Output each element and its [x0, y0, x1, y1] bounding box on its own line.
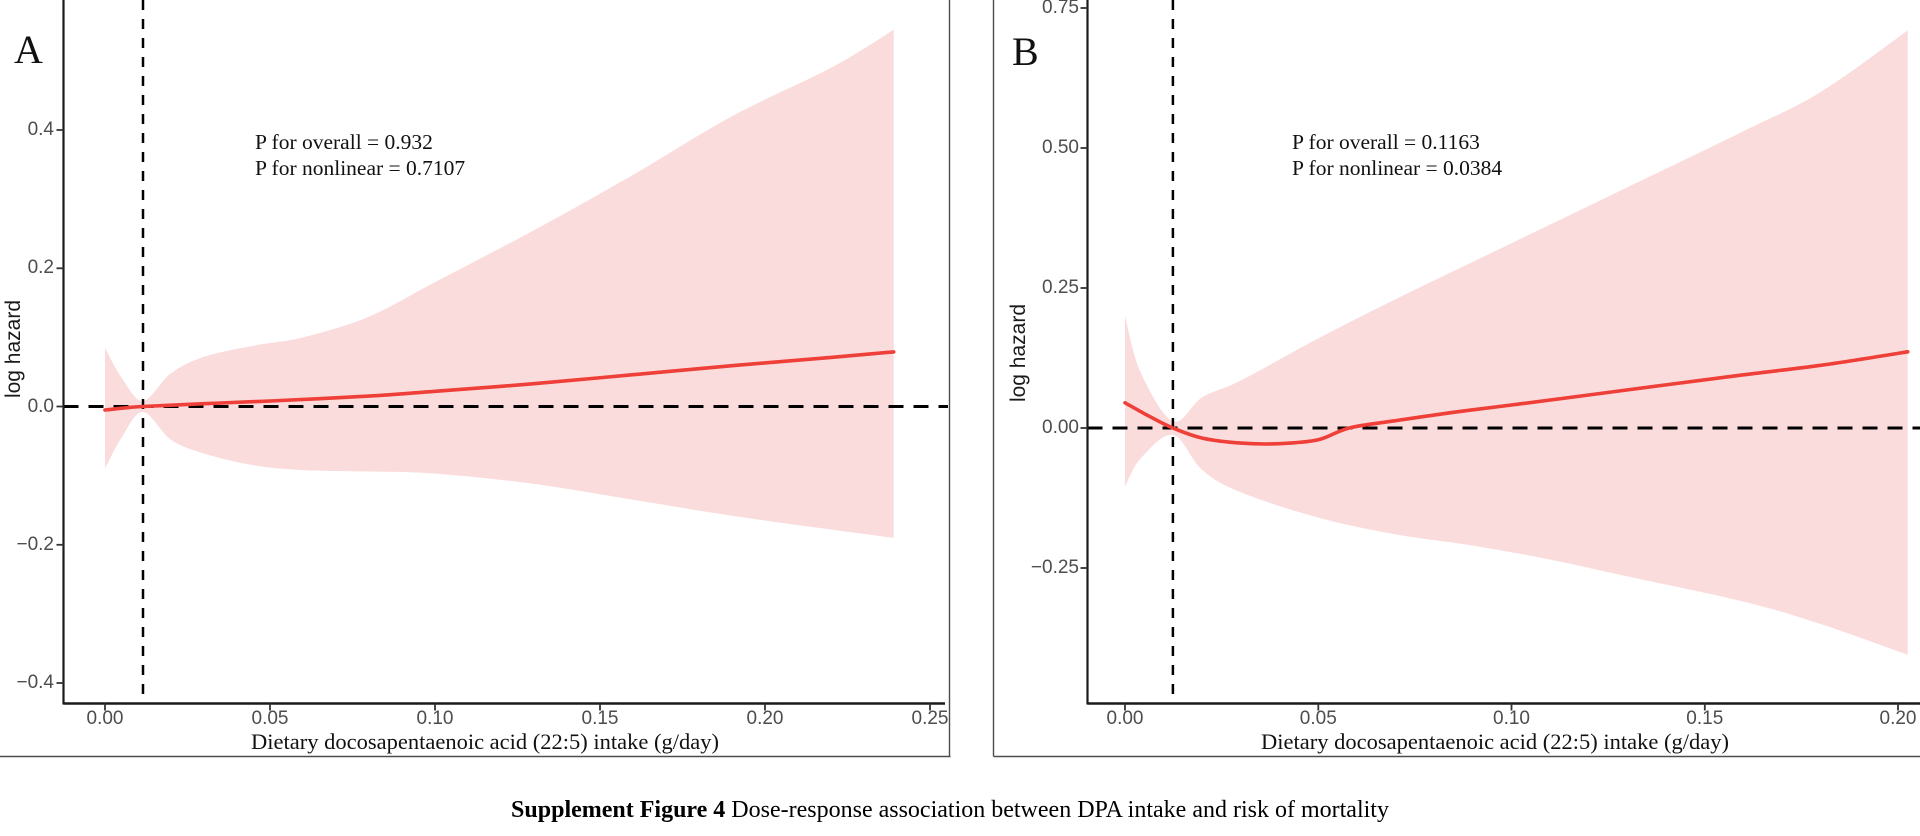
y-tick-label-b: −0.25 [1030, 557, 1079, 578]
x-tick-label-a: 0.00 [86, 708, 124, 729]
x-tick-label-b: 0.15 [1686, 708, 1724, 729]
y-tick-label-a: −0.4 [16, 672, 54, 693]
x-tick-label-a: 0.25 [911, 708, 949, 729]
y-tick-label-b: 0.75 [1042, 0, 1079, 18]
estimate-curve-b [1123, 350, 1910, 446]
y-tick-label-a: −0.2 [16, 533, 54, 555]
x-tick-label-b: 0.10 [1493, 708, 1530, 729]
panel-b-p-nonlinear: P for nonlinear = 0.0384 [1292, 155, 1503, 180]
panel-a-p-overall: P for overall = 0.932 [255, 130, 433, 154]
estimate-curve-a [103, 350, 896, 412]
x-tick-label-b: 0.00 [1106, 708, 1144, 729]
x-tick-label-a: 0.05 [251, 708, 289, 729]
panel-b-x-axis-title: Dietary docosapentaenoic acid (22:5) int… [1261, 729, 1729, 754]
panel-a-x-axis-title: Dietary docosapentaenoic acid (22:5) int… [251, 729, 719, 754]
panel-b-letter: B [1012, 29, 1039, 74]
caption-figure-number: Supplement Figure 4 [511, 797, 726, 823]
panel-b-p-overall: P for overall = 0.1163 [1292, 130, 1480, 154]
y-tick-label-b: 0.25 [1042, 277, 1079, 298]
x-tick-label-b: 0.05 [1299, 708, 1337, 729]
panel-b-pvalues: P for overall = 0.1163 P for nonlinear =… [1292, 130, 1502, 181]
x-tick-label-a: 0.20 [746, 708, 784, 729]
panel-a-p-nonlinear: P for nonlinear = 0.7107 [255, 155, 466, 180]
panel-a-pvalues: P for overall = 0.932 P for nonlinear = … [255, 130, 465, 181]
y-tick-label-a: 0.4 [27, 119, 54, 140]
y-tick-label-b: 0.00 [1042, 417, 1079, 438]
ci-band-b [1125, 30, 1908, 655]
ci-band-a [105, 29, 894, 538]
panel-b-y-axis-title: log hazard [1007, 303, 1030, 403]
x-tick-label-a: 0.10 [416, 708, 454, 729]
y-tick-label-a: 0.2 [27, 257, 54, 279]
y-tick-label-b: 0.50 [1042, 137, 1079, 158]
x-tick-label-a: 0.15 [581, 708, 619, 729]
figure-caption: Supplement Figure 4 Dose-response associ… [0, 797, 1900, 824]
x-tick-label-b: 0.20 [1879, 708, 1917, 729]
y-tick-label-a: 0.0 [27, 395, 54, 417]
panel-a-letter: A [14, 27, 43, 72]
panel-a-y-axis-title: log hazard [2, 299, 25, 399]
caption-text: Dose-response association between DPA in… [725, 797, 1389, 823]
